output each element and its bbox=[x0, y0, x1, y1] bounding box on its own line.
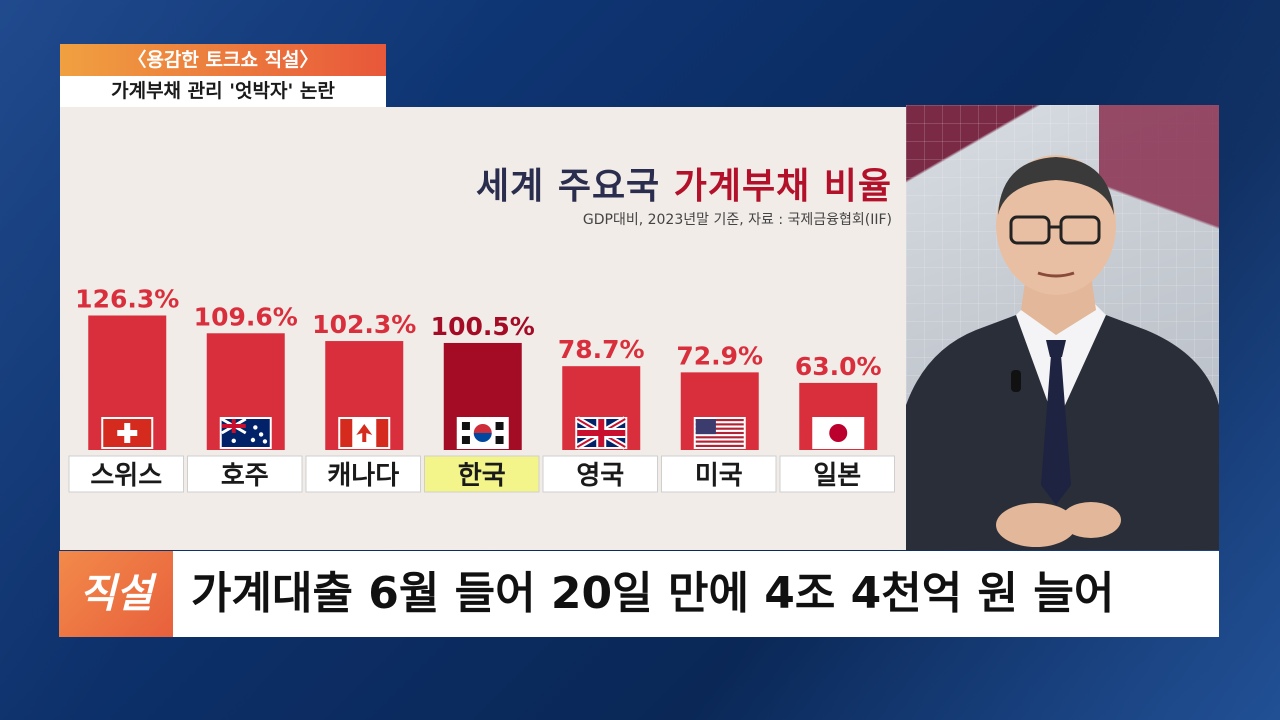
topic-title: 가계부채 관리 '엇박자' 논란 bbox=[60, 76, 386, 107]
category-box-2 bbox=[305, 455, 421, 493]
bar-chart: 126.3% 스위스 109.6% 호주 102.3% 캐나다 100.5% 한국 78.7% 영… bbox=[68, 284, 895, 493]
chart-subtitle: GDP대비, 2023년말 기준, 자료 : 국제금융협회(IIF) bbox=[582, 212, 892, 228]
category-label-5: 미국 bbox=[695, 461, 743, 491]
usa-flag-icon bbox=[693, 417, 746, 449]
uk-flag-icon bbox=[575, 416, 628, 450]
category-label-3: 한국 bbox=[458, 461, 506, 491]
presenter-figure bbox=[906, 155, 1219, 550]
program-title: 〈용감한 토크쇼 직설〉 bbox=[60, 44, 386, 76]
presenter-video bbox=[906, 105, 1219, 550]
category-label-2: 캐나다 bbox=[327, 461, 399, 491]
canada-flag-icon bbox=[338, 417, 391, 449]
caption-headline: 가계대출 6월 들어 20일 만에 4조 4천억 원 늘어 bbox=[173, 551, 1219, 637]
value-label-0: 126.3% bbox=[75, 284, 179, 313]
value-label-6: 63.0% bbox=[795, 352, 882, 381]
value-label-1: 109.6% bbox=[194, 302, 298, 331]
category-box-5 bbox=[661, 455, 777, 493]
category-label-0: 스위스 bbox=[90, 461, 162, 491]
australia-flag-icon bbox=[219, 417, 272, 449]
chart-panel: 126.3% 스위스 109.6% 호주 102.3% 캐나다 100.5% 한국 78.7% 영… bbox=[60, 107, 906, 550]
caption-badge: 직설 bbox=[59, 551, 173, 637]
category-box-0 bbox=[68, 455, 184, 493]
chart-title: 세계 주요국 가계부채 비율 bbox=[476, 157, 892, 209]
category-box-1 bbox=[187, 455, 303, 493]
category-label-4: 영국 bbox=[576, 461, 624, 491]
chart-title-part2: 가계부채 비율 bbox=[673, 166, 892, 207]
value-label-3: 100.5% bbox=[431, 312, 535, 341]
category-box-3 bbox=[424, 455, 540, 493]
korea-flag-icon bbox=[456, 417, 509, 449]
value-label-4: 78.7% bbox=[558, 335, 645, 364]
chart-title-part1: 세계 주요국 bbox=[476, 166, 661, 207]
category-label-6: 일본 bbox=[813, 461, 861, 491]
japan-flag-icon bbox=[812, 417, 865, 449]
category-label-1: 호주 bbox=[221, 461, 269, 491]
switzerland-flag-icon bbox=[101, 417, 154, 449]
category-box-4 bbox=[542, 455, 658, 493]
category-box-6 bbox=[779, 455, 895, 493]
value-label-5: 72.9% bbox=[676, 341, 763, 370]
value-label-2: 102.3% bbox=[312, 310, 416, 339]
